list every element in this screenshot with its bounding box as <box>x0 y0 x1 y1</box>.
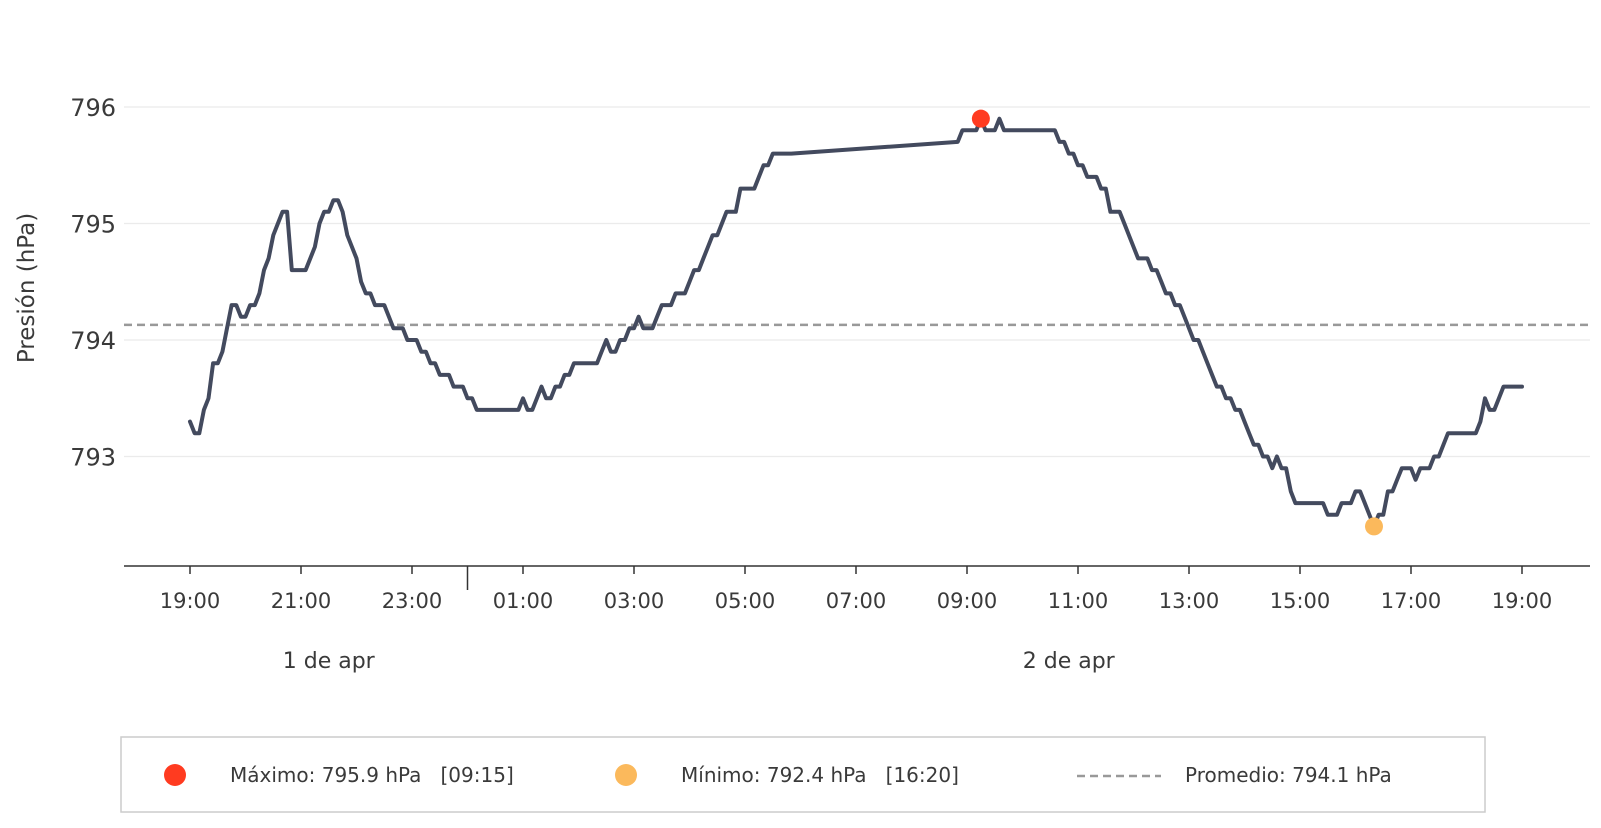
x-tick-label: 19:00 <box>1492 589 1553 613</box>
y-tick-label: 795 <box>70 211 116 239</box>
legend-box <box>120 736 1486 813</box>
legend-min-label: Mínimo: 792.4 hPa [16:20] <box>681 763 959 787</box>
x-tick-label: 15:00 <box>1270 589 1331 613</box>
y-axis-label: Presión (hPa) <box>14 213 40 363</box>
day-label: 2 de apr <box>1023 649 1116 674</box>
min-point-marker <box>1365 517 1383 536</box>
x-tick-label: 19:00 <box>160 589 221 613</box>
max-point-marker <box>971 109 990 128</box>
legend-average-label: Promedio: 794.1 hPa <box>1185 763 1392 787</box>
x-axis-ticks: 19:00 21:00 23:00 01:00 03:00 05:00 07:00 09:00… <box>160 566 1553 613</box>
grid-lines <box>124 106 1590 458</box>
day-labels: 1 de apr 2 de apr <box>283 649 1116 674</box>
y-axis-ticks: 793 794 795 796 <box>70 94 116 472</box>
x-tick-label: 01:00 <box>493 589 554 613</box>
legend-max-marker <box>164 764 186 786</box>
legend: Máximo: 795.9 hPa [09:15] Mínimo: 792.4 … <box>120 736 1486 813</box>
day-label: 1 de apr <box>283 649 376 674</box>
x-tick-label: 17:00 <box>1381 589 1442 613</box>
x-tick-label: 21:00 <box>271 589 332 613</box>
y-tick-label: 793 <box>70 444 116 472</box>
y-tick-label: 796 <box>70 94 116 122</box>
y-tick-label: 794 <box>70 327 116 355</box>
x-tick-label: 09:00 <box>937 589 998 613</box>
x-tick-label: 05:00 <box>715 589 776 613</box>
pressure-series-line <box>188 116 1524 529</box>
x-tick-label: 13:00 <box>1159 589 1220 613</box>
legend-max-label: Máximo: 795.9 hPa [09:15] <box>230 763 514 787</box>
x-tick-label: 07:00 <box>826 589 887 613</box>
x-tick-label: 23:00 <box>382 589 443 613</box>
legend-min-marker <box>615 764 637 786</box>
x-tick-label: 03:00 <box>604 589 665 613</box>
x-tick-label: 11:00 <box>1048 589 1109 613</box>
